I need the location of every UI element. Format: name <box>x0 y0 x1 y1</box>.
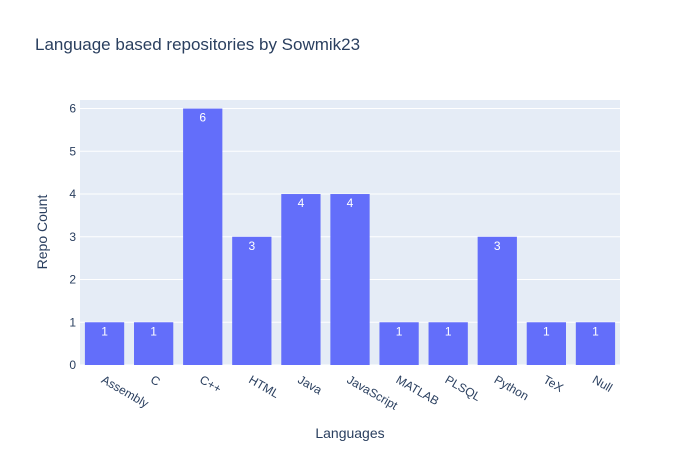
bar <box>428 322 468 365</box>
x-tick-label: C <box>148 372 163 389</box>
x-tick-label: TeX <box>541 372 566 394</box>
y-tick-label: 1 <box>69 315 76 329</box>
bar-value-label: 3 <box>494 239 501 253</box>
bar <box>379 322 419 365</box>
bars <box>84 108 616 365</box>
y-tick-label: 6 <box>69 102 76 116</box>
x-tick-label: Java <box>295 372 324 397</box>
bar <box>134 322 174 365</box>
x-tick-label: Python <box>492 372 531 403</box>
bar <box>84 322 125 365</box>
y-axis-ticks: 0 1 2 3 4 5 6 <box>69 102 76 372</box>
chart-title: Language based repositories by Sowmik23 <box>35 35 360 54</box>
x-tick-label: JavaScript <box>345 372 401 412</box>
x-tick-label: MATLAB <box>394 372 442 408</box>
bar-value-label: 4 <box>347 196 354 210</box>
y-tick-label: 0 <box>69 358 76 372</box>
bar-value-label: 6 <box>199 111 206 125</box>
x-tick-label: HTML <box>246 372 282 401</box>
bar <box>330 194 370 365</box>
bar-value-label: 1 <box>150 324 157 338</box>
y-tick-label: 5 <box>69 144 76 158</box>
y-tick-label: 4 <box>69 187 76 201</box>
x-tick-label: Null <box>590 372 615 394</box>
bar <box>183 108 223 365</box>
bar-value-label: 4 <box>298 196 305 210</box>
bar-value-label: 1 <box>543 324 550 338</box>
bar-labels: 1 1 6 3 4 4 1 1 3 1 1 <box>101 111 599 339</box>
bar-value-label: 1 <box>592 324 599 338</box>
y-axis-title: Repo Count <box>34 195 50 270</box>
bar-value-label: 1 <box>396 324 403 338</box>
bar-value-label: 1 <box>101 324 108 338</box>
x-tick-label: C++ <box>197 372 224 395</box>
x-tick-label: PLSQL <box>443 372 484 404</box>
bar-value-label: 1 <box>445 324 452 338</box>
y-tick-label: 2 <box>69 273 76 287</box>
bar <box>281 194 321 365</box>
bar <box>232 236 272 365</box>
bar-value-label: 3 <box>248 239 255 253</box>
bar <box>575 322 616 365</box>
x-tick-label: Assembly <box>99 372 151 410</box>
bar <box>526 322 566 365</box>
x-axis-title: Languages <box>315 425 384 441</box>
y-tick-label: 3 <box>69 230 76 244</box>
bar <box>477 236 517 365</box>
